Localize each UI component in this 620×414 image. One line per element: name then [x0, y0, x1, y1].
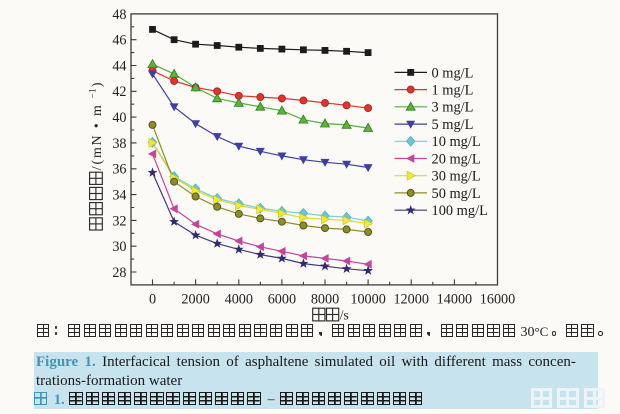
svg-text:10 mg/L: 10 mg/L — [432, 134, 481, 150]
svg-text:28: 28 — [112, 265, 126, 281]
svg-text:38: 38 — [112, 136, 126, 152]
svg-text:−1: −1 — [89, 88, 99, 98]
svg-text:100 mg/L: 100 mg/L — [432, 203, 488, 219]
svg-text:12000: 12000 — [393, 292, 428, 308]
svg-text:30 mg/L: 30 mg/L — [432, 169, 481, 185]
svg-text:36: 36 — [112, 162, 126, 178]
svg-text:48: 48 — [112, 7, 126, 23]
svg-text:44: 44 — [112, 58, 126, 74]
svg-text:46: 46 — [112, 33, 126, 49]
svg-text:/(mN • m: /(mN • m — [89, 103, 105, 170]
svg-text:10000: 10000 — [350, 292, 385, 308]
svg-text:30: 30 — [112, 239, 126, 255]
svg-text:16000: 16000 — [480, 292, 515, 308]
svg-text:3 mg/L: 3 mg/L — [432, 100, 474, 116]
svg-text:): ) — [89, 82, 105, 87]
svg-text:50 mg/L: 50 mg/L — [432, 186, 481, 202]
svg-text:8000: 8000 — [311, 292, 339, 308]
svg-text:0 mg/L: 0 mg/L — [432, 65, 474, 81]
svg-text:40: 40 — [112, 110, 126, 126]
svg-text:/s: /s — [340, 308, 349, 323]
svg-text:42: 42 — [112, 84, 126, 100]
svg-text:32: 32 — [112, 213, 126, 229]
svg-text:0: 0 — [149, 292, 156, 308]
svg-text:20 mg/L: 20 mg/L — [432, 151, 481, 167]
svg-text:2000: 2000 — [181, 292, 209, 308]
svg-text:34: 34 — [112, 188, 126, 204]
svg-text:1 mg/L: 1 mg/L — [432, 83, 474, 99]
svg-text:4000: 4000 — [225, 292, 253, 308]
svg-text:6000: 6000 — [268, 292, 296, 308]
svg-text:5 mg/L: 5 mg/L — [432, 117, 474, 133]
svg-text:14000: 14000 — [437, 292, 472, 308]
